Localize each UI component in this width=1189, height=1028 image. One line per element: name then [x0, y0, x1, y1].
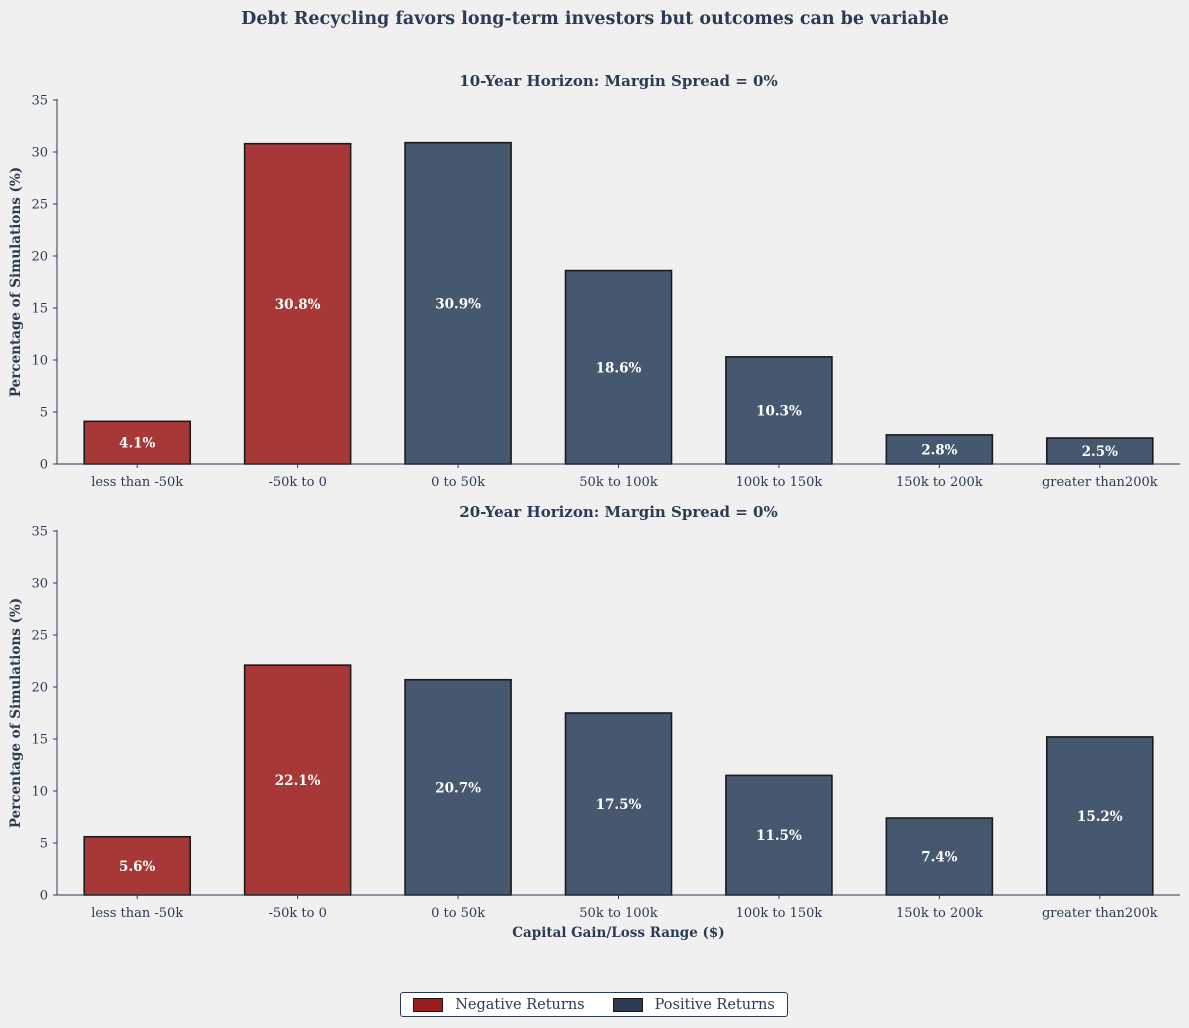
y-tick-label: 35: [31, 94, 48, 109]
y-tick-label: 10: [31, 785, 48, 800]
y-tick-label: 15: [31, 733, 48, 748]
y-tick-label: 30: [31, 146, 48, 161]
bar-value-label: 30.8%: [275, 297, 321, 313]
x-tick-label: 100k to 150k: [736, 475, 823, 490]
x-tick-label: less than -50k: [91, 475, 183, 490]
x-tick-label: -50k to 0: [268, 475, 326, 490]
bar-positive: [725, 774, 833, 896]
x-tick-label: greater than200k: [1042, 475, 1158, 490]
bar-negative: [83, 835, 192, 896]
chart-panel-10-year: 10-Year Horizon: Margin Spread = 0% Perce…: [8, 72, 1180, 490]
legend-swatch-positive: [612, 997, 643, 1012]
y-tick-label: 20: [31, 250, 48, 265]
y-axis-label: Percentage of Simulations (%): [8, 167, 24, 397]
legend-label-positive: Positive Returns: [654, 996, 775, 1013]
bar-positive: [885, 434, 994, 465]
bar-value-label: 30.9%: [435, 296, 481, 312]
x-tick-label: less than -50k: [91, 906, 183, 921]
chart-title: 20-Year Horizon: Margin Spread = 0%: [459, 503, 777, 521]
y-axis-label: Percentage of Simulations (%): [8, 598, 24, 828]
legend-item-positive: Positive Returns: [612, 996, 775, 1013]
bar-positive: [404, 141, 512, 465]
bar-positive: [725, 356, 833, 465]
bar-value-label: 11.5%: [756, 828, 802, 844]
x-tick-label: 150k to 200k: [896, 906, 983, 921]
bar-value-label: 22.1%: [275, 773, 321, 789]
x-tick-label: 50k to 100k: [579, 906, 658, 921]
bar-value-label: 20.7%: [435, 780, 481, 796]
y-tick-label: 25: [31, 198, 48, 213]
bar-value-label: 7.4%: [921, 850, 957, 866]
x-tick-label: 0 to 50k: [431, 475, 485, 490]
y-tick-label: 10: [31, 354, 48, 369]
bar-value-label: 10.3%: [756, 403, 802, 419]
y-tick-label: 0: [40, 458, 48, 473]
y-tick-label: 5: [40, 837, 48, 852]
x-tick-label: 0 to 50k: [431, 906, 485, 921]
y-tick-label: 25: [31, 629, 48, 644]
bar-positive: [564, 712, 673, 896]
bar-positive: [404, 678, 512, 896]
y-tick-label: 15: [31, 302, 48, 317]
bar-value-label: 5.6%: [119, 859, 155, 875]
bar-negative: [243, 142, 352, 465]
x-tick-label: 150k to 200k: [896, 475, 983, 490]
bar-positive: [885, 817, 994, 896]
bar-value-label: 15.2%: [1077, 809, 1123, 825]
bar-positive: [564, 269, 673, 465]
x-tick-label: -50k to 0: [268, 906, 326, 921]
bar-value-label: 18.6%: [596, 360, 642, 376]
legend-swatch-negative: [413, 997, 444, 1012]
figure-suptitle: Debt Recycling favors long-term investor…: [241, 9, 949, 29]
y-tick-label: 20: [31, 681, 48, 696]
bar-positive: [1045, 437, 1154, 465]
x-axis-label: Capital Gain/Loss Range ($): [512, 925, 724, 941]
y-tick-label: 5: [40, 406, 48, 421]
bar-value-label: 4.1%: [119, 436, 155, 452]
chart-title: 10-Year Horizon: Margin Spread = 0%: [459, 72, 777, 90]
bar-value-label: 17.5%: [596, 797, 642, 813]
bar-value-label: 2.8%: [921, 442, 957, 458]
bar-value-label: 2.5%: [1082, 444, 1118, 460]
legend-label-negative: Negative Returns: [455, 996, 585, 1013]
y-tick-label: 0: [40, 889, 48, 904]
chart-panel-20-year: 20-Year Horizon: Margin Spread = 0% Perce…: [8, 503, 1180, 941]
x-tick-label: 100k to 150k: [736, 906, 823, 921]
y-tick-label: 30: [31, 577, 48, 592]
x-tick-label: greater than200k: [1042, 906, 1158, 921]
x-tick-label: 50k to 100k: [579, 475, 658, 490]
bar-negative: [243, 664, 352, 896]
legend-item-negative: Negative Returns: [413, 996, 585, 1013]
y-tick-label: 35: [31, 525, 48, 540]
bar-negative: [83, 420, 192, 465]
legend: Negative Returns Positive Returns: [400, 992, 788, 1017]
